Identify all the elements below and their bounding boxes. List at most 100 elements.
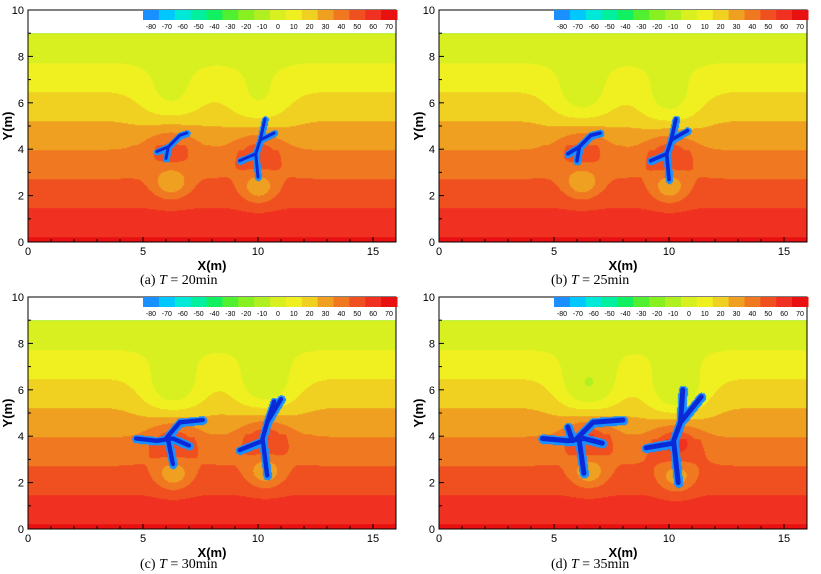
fracture-path (237, 438, 265, 453)
colorbar-label: 40 (749, 24, 757, 31)
x-axis-title: X(m) (198, 258, 227, 273)
colorbar-swatch (349, 10, 366, 20)
y-tick-label: 2 (18, 191, 24, 203)
colorbar-swatch (190, 297, 207, 307)
colorbar-swatch (696, 297, 714, 307)
y-tick-label: 6 (429, 385, 435, 397)
colorbar-swatch (238, 297, 255, 307)
y-tick-label: 10 (12, 292, 24, 304)
colorbar-swatch (381, 10, 398, 20)
x-tick-label: 10 (252, 533, 264, 545)
colorbar-swatch (665, 297, 682, 307)
colorbar-label: 40 (749, 311, 757, 318)
colorbar-swatch (254, 10, 271, 20)
colorbar-label: -20 (652, 311, 662, 318)
y-tick-label: 2 (429, 191, 435, 203)
colorbar-swatch (569, 297, 587, 307)
colorbar-label: -60 (178, 24, 188, 31)
colorbar-swatch (601, 297, 618, 307)
colorbar-swatch (365, 297, 382, 307)
colorbar-label: 50 (764, 24, 772, 31)
y-tick-label: 10 (12, 5, 24, 17)
colorbar-swatch (633, 297, 650, 307)
colorbar-label: -10 (668, 311, 678, 318)
colorbar-label: 0 (687, 311, 691, 318)
x-tick-label: 5 (551, 533, 557, 545)
colorbar-swatch (569, 10, 587, 20)
colorbar-label: 30 (733, 311, 741, 318)
colorbar-swatch (158, 297, 176, 307)
colorbar-label: 10 (290, 311, 298, 318)
contour-field (439, 33, 807, 243)
x-tick-label: 0 (436, 533, 442, 545)
y-tick-label: 8 (429, 51, 435, 63)
y-tick-label: 0 (429, 524, 435, 536)
y-tick-label: 4 (429, 431, 435, 443)
colorbar-label: -50 (605, 311, 615, 318)
colorbar-swatch (222, 297, 239, 307)
contour-field (28, 320, 396, 530)
fracture-path (260, 396, 284, 478)
x-tick-label: 0 (436, 246, 442, 258)
x-axis-title: X(m) (609, 545, 638, 560)
y-axis-title: Y(m) (0, 112, 15, 141)
x-axis-title: X(m) (198, 545, 227, 560)
colorbar-label: -80 (557, 311, 567, 318)
colorbar-swatch (285, 297, 303, 307)
x-tick-label: 0 (25, 533, 31, 545)
y-tick-label: 2 (18, 478, 24, 490)
panel-a: 0 5 10 15 0 2 4 6 8 10 X(m) Y(m) -80 -70 -60 -50 -40 -30-… (0, 0, 410, 288)
y-tick-label: 4 (429, 144, 435, 156)
colorbar-swatch (681, 10, 698, 20)
colorbar-swatch (190, 10, 207, 20)
colorbar-swatch (712, 10, 730, 20)
contour-field (439, 320, 807, 530)
colorbar-label: -70 (162, 24, 172, 31)
y-tick-label: 0 (18, 237, 24, 249)
colorbar-label: -20 (241, 311, 251, 318)
fracture-path (258, 131, 276, 142)
colorbar-swatch (792, 10, 809, 20)
fracture-path (671, 394, 704, 486)
fracture-path (155, 131, 189, 153)
colorbar-swatch (728, 297, 745, 307)
colorbar-label: -10 (668, 24, 678, 31)
colorbar-label: -40 (209, 24, 219, 31)
colorbar-swatch (665, 10, 682, 20)
colorbar-label: -40 (209, 311, 219, 318)
colorbar-label: 60 (369, 24, 377, 31)
colorbar-label: -30 (636, 24, 646, 31)
colorbar-label: 20 (717, 24, 725, 31)
colorbar-label: -40 (620, 311, 630, 318)
fracture-path (238, 152, 258, 163)
fracture-path (265, 399, 277, 425)
colorbar-label: -50 (194, 24, 204, 31)
colorbar-swatch (270, 297, 287, 307)
colorbar-label: -40 (620, 24, 630, 31)
colorbar-swatch (617, 297, 634, 307)
y-tick-label: 4 (18, 431, 24, 443)
y-tick-label: 10 (423, 292, 435, 304)
panel-d: 0 5 10 15 0 2 4 6 8 10 X(m) Y(m) -80 -70 -60 -50 -40 -30-… (411, 287, 821, 574)
colorbar-swatch (760, 10, 777, 20)
colorbar-swatch (238, 10, 255, 20)
colorbar-swatch (270, 10, 287, 20)
colorbar-label: 0 (276, 311, 280, 318)
fracture-path (678, 387, 686, 425)
colorbar-swatch (349, 297, 366, 307)
colorbar-label: 0 (687, 24, 691, 31)
colorbar-swatch (649, 297, 666, 307)
x-tick-label: 10 (252, 246, 264, 258)
colorbar-label: 20 (717, 311, 725, 318)
colorbar-label: 70 (796, 24, 804, 31)
colorbar-swatch (633, 10, 650, 20)
colorbar-swatch (760, 297, 777, 307)
caption-d: (d) T = 35min (551, 557, 630, 572)
fracture-path (574, 417, 626, 441)
x-tick-label: 15 (778, 533, 790, 545)
colorbar-swatch (776, 10, 793, 20)
fracture-path (575, 145, 582, 163)
colorbar-label: -60 (178, 311, 188, 318)
y-tick-label: 0 (18, 524, 24, 536)
